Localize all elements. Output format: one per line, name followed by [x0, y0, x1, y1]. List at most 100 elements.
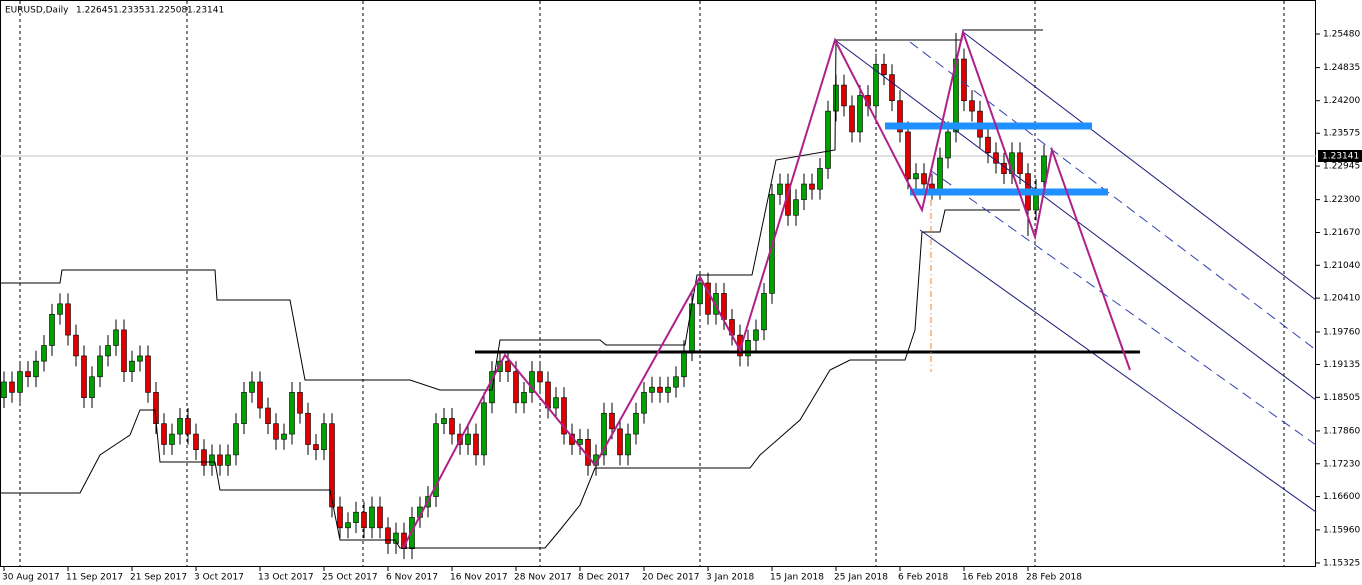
y-tick-label: 1.17230: [1323, 459, 1360, 469]
x-tick-label: 16 Feb 2018: [962, 573, 1018, 583]
candle-body: [9, 381, 15, 393]
y-tick-label: 1.22300: [1323, 195, 1360, 205]
x-tick-label: 25 Oct 2017: [322, 573, 378, 583]
candle-body: [81, 355, 87, 398]
candle-body: [777, 183, 783, 195]
candle-body: [881, 63, 887, 75]
candle-body: [1017, 152, 1023, 174]
x-tick-label: 20 Dec 2017: [642, 573, 700, 583]
candle-body: [673, 376, 679, 388]
header-low: 1.22508: [150, 6, 187, 16]
candle-body: [313, 444, 319, 450]
plot-frame: [0, 0, 1316, 567]
candle-body: [681, 350, 687, 378]
candle-body: [209, 454, 215, 466]
candle-body: [529, 371, 535, 393]
candle-body: [937, 157, 943, 190]
candle-body: [585, 438, 591, 466]
candle-body: [665, 386, 671, 393]
candle-body: [57, 303, 63, 315]
candle-body: [697, 282, 703, 305]
y-tick-label: 1.21040: [1323, 261, 1360, 271]
candle-body: [993, 152, 999, 164]
candle-body: [193, 433, 199, 450]
candle-body: [161, 423, 167, 445]
y-tick-label: 1.16600: [1323, 492, 1360, 502]
candle-body: [329, 423, 335, 508]
price-tag-label: 1.23141: [1322, 152, 1359, 162]
candle-body: [65, 303, 71, 336]
candle-body: [961, 58, 967, 101]
y-tick-label: 1.19760: [1323, 327, 1360, 337]
candle-body: [97, 355, 103, 378]
candle-body: [713, 293, 719, 315]
candle-body: [257, 381, 263, 409]
candle-body: [385, 527, 391, 544]
y-tick-label: 1.24835: [1323, 63, 1360, 73]
candle-body: [185, 418, 191, 435]
candle-body: [281, 433, 287, 440]
candle-body: [761, 293, 767, 331]
candle-body: [121, 329, 127, 372]
candle-body: [473, 433, 479, 456]
candle-body: [1, 381, 7, 398]
candle-body: [73, 334, 79, 357]
candle-body: [129, 360, 135, 372]
candle-body: [793, 199, 799, 216]
candle-body: [433, 423, 439, 497]
candle-body: [889, 74, 895, 101]
candle-body: [369, 506, 375, 529]
x-tick-label: 6 Feb 2018: [898, 573, 949, 583]
header-open: 1.22645: [76, 6, 113, 16]
candle-body: [969, 100, 975, 112]
candle-body: [689, 303, 695, 352]
candle-body: [657, 386, 663, 393]
x-tick-label: 3 Jan 2018: [706, 573, 754, 583]
candle-body: [25, 371, 31, 378]
candle-body: [289, 392, 295, 435]
candle-body: [481, 402, 487, 456]
candle-body: [857, 95, 863, 133]
candle-body: [625, 433, 631, 456]
candle-body: [633, 412, 639, 435]
candle-body: [41, 345, 47, 362]
price-tag: [1318, 150, 1362, 162]
channel-lower: [0, 209, 1020, 549]
y-tick-label: 1.22945: [1323, 162, 1360, 172]
candle-body: [137, 355, 143, 362]
candle-body: [905, 131, 911, 180]
candle-body: [241, 392, 247, 424]
y-tick-label: 1.23575: [1323, 129, 1360, 139]
candle-body: [745, 340, 751, 357]
y-tick-label: 1.17860: [1323, 426, 1360, 436]
candle-body: [521, 392, 527, 404]
x-tick-label: 30 Aug 2017: [2, 573, 60, 583]
candle-body: [841, 84, 847, 107]
x-tick-label: 6 Nov 2017: [386, 573, 438, 583]
candle-body: [921, 173, 927, 185]
y-tick-label: 1.20410: [1323, 294, 1360, 304]
candle-body: [1041, 155, 1047, 182]
candle-body: [705, 282, 711, 315]
candle-body: [305, 412, 311, 445]
candle-body: [913, 173, 919, 180]
candle-body: [465, 433, 471, 445]
candle-body: [449, 418, 455, 435]
candle-body: [217, 454, 223, 466]
candle-body: [809, 183, 815, 190]
candle-body: [177, 418, 183, 435]
candle-body: [337, 506, 343, 529]
zigzag: [402, 28, 1131, 549]
candle-body: [825, 110, 831, 169]
candle-body: [753, 329, 759, 341]
candle-body: [201, 449, 207, 466]
y-tick-label: 1.25480: [1323, 30, 1360, 40]
candle-body: [353, 511, 359, 523]
candle-body: [225, 454, 231, 466]
y-tick-label: 1.24200: [1323, 96, 1360, 106]
candle-body: [577, 438, 583, 445]
candle-body: [929, 183, 935, 190]
y-tick-label: 1.15325: [1323, 558, 1360, 568]
y-tick-label: 1.19135: [1323, 360, 1360, 370]
x-tick-label: 15 Jan 2018: [770, 573, 824, 583]
